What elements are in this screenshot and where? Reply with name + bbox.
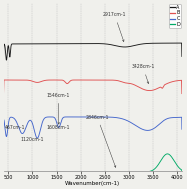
Legend: A, B, C, D: A, B, C, D [169, 4, 181, 28]
Text: 3428cm-1: 3428cm-1 [131, 64, 155, 84]
Text: 1608cm-1: 1608cm-1 [47, 125, 70, 130]
Text: 2917cm-1: 2917cm-1 [103, 12, 126, 42]
X-axis label: Wavenumber(cm-1): Wavenumber(cm-1) [65, 181, 120, 186]
Text: 1120cm-1: 1120cm-1 [20, 137, 44, 142]
Text: 2846cm-1: 2846cm-1 [85, 115, 116, 167]
Text: 467cm-1: 467cm-1 [4, 125, 25, 130]
Text: 1546cm-1: 1546cm-1 [47, 93, 70, 124]
